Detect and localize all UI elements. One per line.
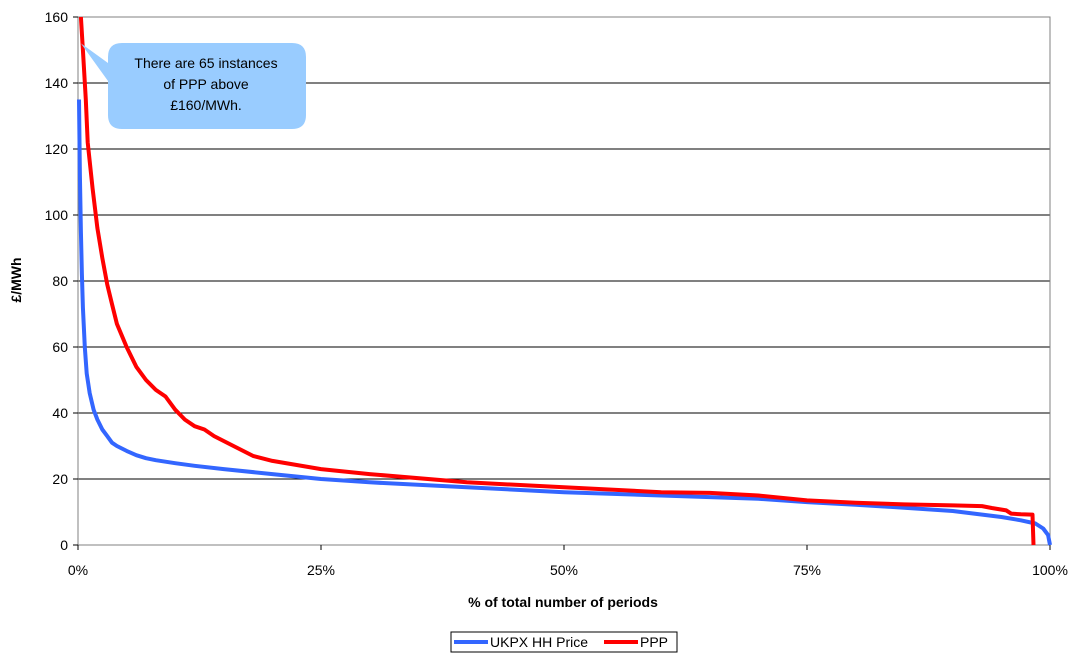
y-axis-title: £/MWh <box>8 257 24 302</box>
legend-label-ukpx: UKPX HH Price <box>490 634 588 650</box>
x-axis-ticks: 0% 25% 50% 75% 100% <box>68 545 1068 578</box>
y-axis-ticks: 0 20 40 60 80 100 120 140 160 <box>45 9 78 553</box>
y-tick-label: 20 <box>52 471 68 487</box>
x-tick-label: 25% <box>307 562 335 578</box>
y-tick-label: 120 <box>45 141 69 157</box>
legend-frame <box>450 631 678 653</box>
y-tick-label: 60 <box>52 339 68 355</box>
legend-label-ppp: PPP <box>640 634 668 650</box>
callout-bubble <box>80 43 307 129</box>
y-tick-label: 80 <box>52 273 68 289</box>
x-tick-label: 50% <box>550 562 578 578</box>
y-tick-label: 100 <box>45 207 69 223</box>
grid-lines <box>78 82 1050 480</box>
y-tick-label: 40 <box>52 405 68 421</box>
legend: UKPX HH Price PPP <box>450 631 678 653</box>
x-axis-title: % of total number of periods <box>468 594 658 610</box>
callout-line-1: There are 65 instances <box>134 55 277 71</box>
x-tick-label: 75% <box>793 562 821 578</box>
annotation-callout: There are 65 instances of PPP above £160… <box>80 43 307 129</box>
series-line-ukpx-hh-price <box>77 99 1052 546</box>
callout-line-2: of PPP above <box>163 76 249 92</box>
series-lines <box>77 16 1052 546</box>
callout-line-3: £160/MWh. <box>170 97 242 113</box>
x-tick-label: 0% <box>68 562 88 578</box>
y-tick-label: 0 <box>60 537 68 553</box>
series-line-ppp <box>78 16 1036 546</box>
x-tick-label: 100% <box>1032 562 1068 578</box>
y-tick-label: 140 <box>45 75 69 91</box>
y-tick-label: 160 <box>45 9 69 25</box>
